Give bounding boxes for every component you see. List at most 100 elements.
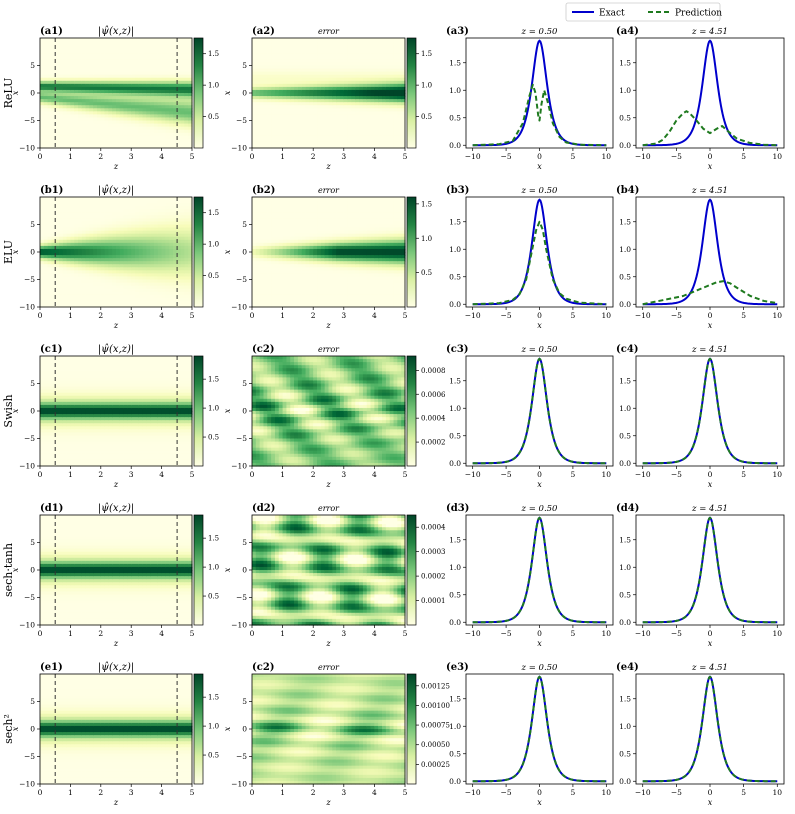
heatmap-cell [397, 129, 402, 134]
heatmap-cell [85, 138, 90, 143]
heatmap-cell [78, 56, 83, 60]
heatmap-cell [184, 117, 189, 122]
heatmap-cell [313, 86, 318, 91]
heatmap-cell [165, 111, 170, 115]
heatmap-cell [131, 212, 136, 216]
heatmap-cell [355, 132, 360, 137]
heatmap-cell [176, 227, 182, 232]
heatmap-cell [252, 197, 257, 201]
heatmap-cell [180, 135, 185, 140]
heatmap-cell [81, 264, 87, 268]
heatmap-cell [336, 44, 341, 48]
heatmap-cell [138, 264, 144, 268]
heatmap-cell [119, 294, 125, 299]
heatmap-cell [146, 141, 151, 146]
heatmap-cell [150, 245, 155, 250]
heatmap-cell [351, 123, 356, 128]
heatmap-cell [85, 242, 90, 247]
heatmap-cell [66, 56, 71, 60]
heatmap-cell [165, 291, 170, 296]
heatmap-cell [112, 56, 117, 60]
heatmap-cell [286, 89, 291, 94]
heatmap-cell [176, 224, 182, 229]
heatmap-cell [184, 224, 189, 229]
heatmap-cell [123, 44, 128, 48]
x-tick-label: 1 [280, 152, 285, 161]
heatmap-cell [157, 77, 163, 82]
heatmap-cell [366, 102, 372, 106]
heatmap-cell [123, 135, 128, 140]
heatmap-cell [142, 120, 147, 125]
heatmap-cell [85, 62, 90, 67]
heatmap-cell [362, 41, 368, 45]
heatmap-cell [112, 245, 117, 250]
heatmap-cell [119, 224, 125, 229]
heatmap-cell [180, 297, 185, 302]
heatmap-cell [142, 93, 147, 97]
heatmap-cell [278, 117, 284, 122]
heatmap-cell [274, 114, 280, 119]
heatmap-cell [332, 144, 337, 149]
heatmap-cell [138, 285, 144, 290]
heatmap-cell [150, 270, 155, 274]
heatmap-cell [116, 71, 121, 76]
heatmap-cell [161, 120, 166, 125]
heatmap-cell [119, 215, 125, 219]
heatmap-cell [127, 62, 132, 67]
heatmap-cell [382, 44, 387, 48]
heatmap-cell [40, 233, 45, 238]
heatmap-cell [135, 105, 140, 109]
heatmap-cell [169, 71, 174, 76]
heatmap-cell [184, 258, 189, 262]
heatmap-cell [97, 245, 102, 250]
heatmap-cell [347, 114, 353, 119]
heatmap-cell [161, 71, 166, 76]
x-tick-label: 5 [403, 152, 408, 161]
heatmap-cell [62, 71, 68, 76]
heatmap-cell [252, 68, 257, 73]
heatmap-cell [104, 41, 109, 45]
heatmap-cell [305, 83, 310, 88]
heatmap-cell [97, 285, 102, 290]
heatmap-cell [89, 141, 94, 146]
heatmap-cell [62, 53, 68, 57]
heatmap-cell [184, 200, 189, 204]
heatmap-cell [267, 50, 272, 54]
heatmap-cell [55, 212, 60, 216]
heatmap-cell [339, 65, 345, 70]
heatmap-cell [255, 252, 261, 256]
heatmap-cell [259, 135, 265, 140]
heatmap-cell [59, 62, 64, 67]
heatmap-cell [317, 96, 322, 100]
heatmap-cell [309, 132, 314, 137]
heatmap-cell [173, 215, 178, 219]
heatmap-cell [297, 120, 303, 125]
heatmap-cell [165, 96, 170, 100]
heatmap-cell [320, 62, 326, 67]
heatmap-cell [150, 144, 155, 149]
heatmap-cell [154, 297, 159, 302]
heatmap-cell [146, 108, 151, 112]
heatmap-cell [131, 218, 136, 223]
heatmap-cell [55, 44, 60, 48]
heatmap-cell [74, 59, 79, 64]
heatmap-cell [313, 65, 318, 70]
heatmap-cell [112, 209, 117, 213]
heatmap-cell [252, 245, 257, 250]
heatmap-cell [97, 71, 102, 76]
heatmap-cell [146, 126, 151, 131]
heatmap-cell [146, 227, 151, 232]
heatmap-cell [78, 297, 83, 302]
heatmap-cell [161, 285, 166, 290]
heatmap-cell [343, 99, 349, 103]
heatmap-cell [313, 123, 318, 128]
heatmap-cell [259, 56, 265, 60]
heatmap-cell [66, 221, 71, 226]
heatmap-cell [142, 141, 147, 146]
heatmap-cell [161, 203, 166, 207]
heatmap-cell [127, 291, 132, 296]
heatmap-cell [184, 38, 189, 42]
heatmap-cell [112, 126, 117, 131]
heatmap-cell [157, 276, 163, 281]
heatmap-cell [89, 227, 94, 232]
